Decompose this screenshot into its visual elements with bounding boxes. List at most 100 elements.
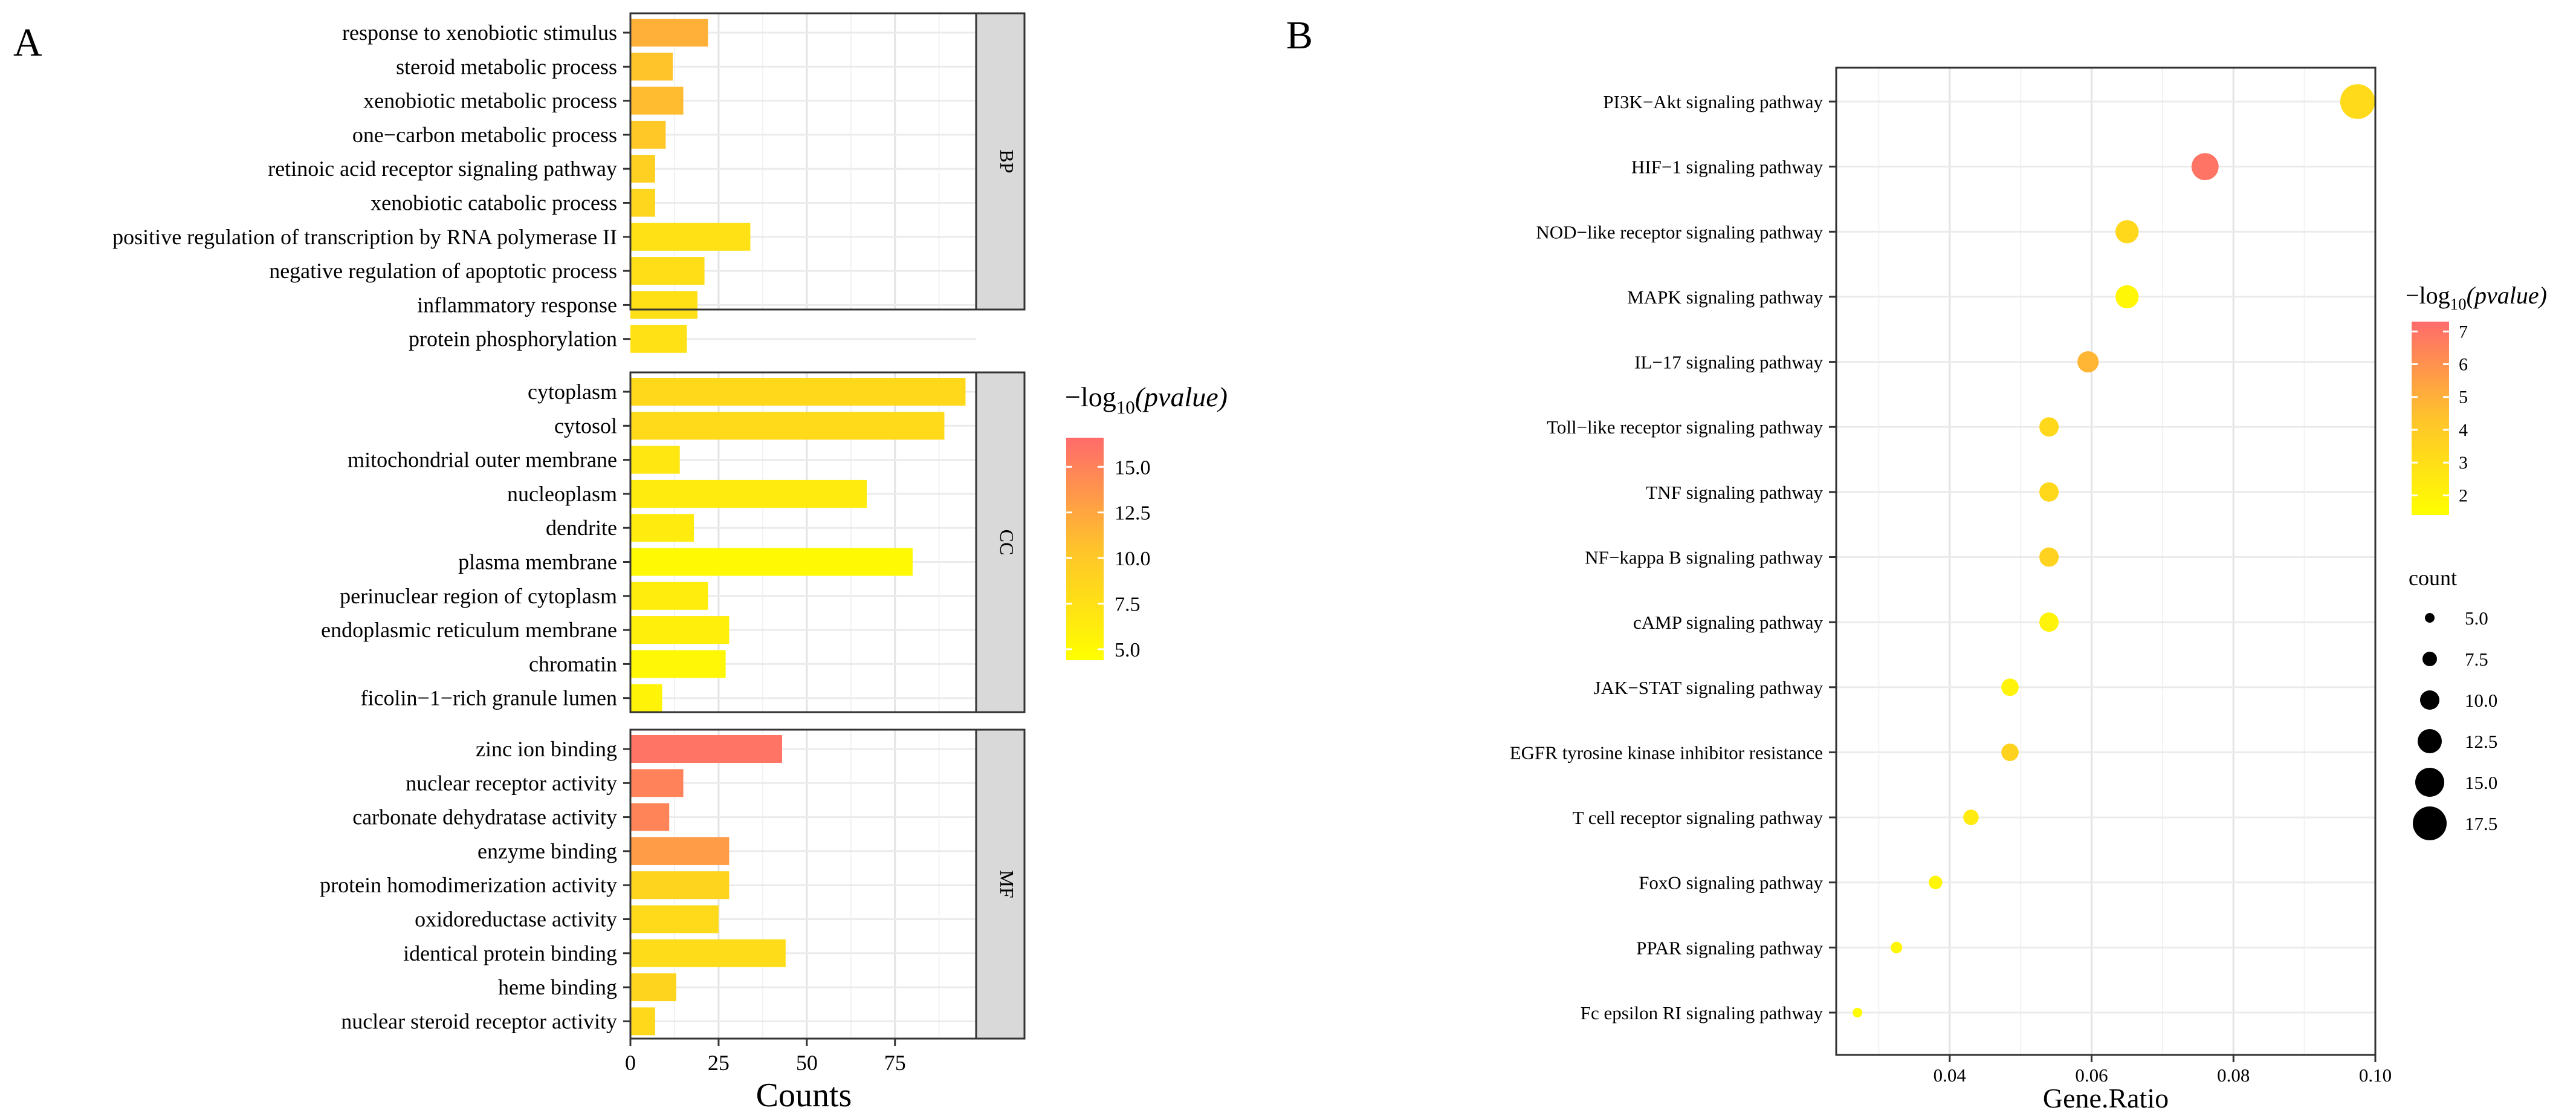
category-label: zinc ion binding [476,737,617,761]
facet-mf: zinc ion binding nuclear receptor activit… [320,728,1026,1040]
size-legend-dot [2425,613,2435,623]
x-tick-label: 0 [625,1051,636,1075]
bar [630,479,867,508]
data-point [2039,482,2059,502]
category-label: plasma membrane [458,550,617,574]
facet-strip-label: CC [996,530,1018,556]
bar [630,905,719,933]
color-legend-bar [1066,438,1104,660]
pathway-label: TNF signaling pathway [1646,482,1823,503]
data-point [1929,875,1943,889]
panel-b-label: B [1286,13,1313,57]
facet-strip [975,12,1026,311]
x-tick-label: 25 [708,1051,730,1075]
facet-strip-label: MF [996,870,1018,898]
data-point [2039,547,2059,567]
size-legend-title: count [2409,566,2457,590]
pathway-label: T cell receptor signaling pathway [1573,807,1824,828]
category-label: positive regulation of transcription by … [112,225,617,249]
plot-background [1836,68,2375,1055]
bar [630,291,697,319]
bar [630,86,684,115]
category-label: inflammatory response [417,293,617,317]
data-point [1963,809,1979,825]
color-legend-tick-label: 12.5 [1115,502,1151,525]
size-legend-dot [2420,690,2439,710]
color-legend-tick-label: 6 [2459,355,2468,375]
data-point [2115,285,2139,309]
category-label: nuclear steroid receptor activity [341,1009,617,1033]
category-label: steroid metabolic process [396,54,617,79]
data-point [2191,153,2219,181]
bar [630,616,730,644]
data-point [1853,1008,1863,1017]
pathway-label: Fc epsilon RI signaling pathway [1581,1002,1824,1023]
category-label: identical protein binding [403,941,617,965]
bar [630,973,676,1002]
pathway-label: MAPK signaling pathway [1627,287,1823,308]
bar [630,378,966,406]
pathway-label: NF−kappa B signaling pathway [1585,547,1823,568]
category-label: cytosol [554,414,617,438]
bar [630,19,708,47]
color-legend-tick-label: 3 [2459,453,2468,473]
pathway-label: PPAR signaling pathway [1636,937,1823,958]
category-label: chromatin [529,652,617,676]
color-legend-tick-label: 7.5 [1115,593,1141,615]
category-label: heme binding [498,975,617,999]
size-legend-dot [2418,729,2442,753]
category-label: oxidoreductase activity [415,907,617,932]
category-label: xenobiotic metabolic process [363,89,617,113]
facet-strip [975,371,1026,713]
bar [630,939,786,967]
size-legend-dot [2415,768,2444,797]
bar [630,1007,655,1036]
data-point [1891,941,1903,953]
pathway-label: EGFR tyrosine kinase inhibitor resistanc… [1510,742,1823,763]
color-legend-tick-label: 4 [2459,420,2468,440]
bar [630,582,708,610]
bar [630,548,913,576]
x-tick-label: 0.10 [2359,1065,2392,1086]
color-legend-tick-label: 2 [2459,485,2468,505]
data-point [2001,744,2019,761]
facet-strip [975,728,1026,1040]
panel-a-bar-chart: response to xenobiotic stimulus steroid m… [112,12,1228,1114]
color-legend-bar [2412,322,2449,515]
category-label: nucleoplasm [507,482,617,506]
bar [630,803,670,831]
size-legend-label: 7.5 [2465,649,2488,670]
pathway-label: NOD−like receptor signaling pathway [1536,221,1823,242]
category-label: enzyme binding [477,839,617,863]
facet-cc: cytoplasm cytosol mitochondrial outer memb… [321,371,1026,713]
x-tick-label: 0.04 [1934,1065,1967,1086]
category-label: response to xenobiotic stimulus [342,21,617,45]
bar [630,735,782,763]
color-legend-title-prefix: −log [2406,282,2450,309]
bar [630,53,673,81]
size-legend-label: 12.5 [2465,731,2497,752]
plot-border [1835,66,2377,1056]
bar [630,412,945,440]
color-legend-tick-label: 5.0 [1115,639,1141,661]
color-legend-title: −log10(pvalue) [2406,282,2547,313]
x-axis-title: Gene.Ratio [2043,1083,2169,1114]
category-label: nuclear receptor activity [406,771,617,795]
color-legend-tick-label: 7 [2459,322,2468,342]
color-legend-title-subscript: 10 [2450,295,2467,313]
bar [630,189,655,217]
pathway-label: HIF−1 signaling pathway [1631,157,1824,178]
bar [630,446,680,474]
bar [630,650,726,678]
bar [630,222,751,251]
color-legend-tick-label: 10.0 [1115,548,1151,570]
pathway-label: PI3K−Akt signaling pathway [1603,91,1823,112]
bar [630,257,705,285]
bar [630,325,687,353]
category-label: ficolin−1−rich granule lumen [361,686,617,710]
category-label: one−carbon metabolic process [352,123,617,147]
size-legend-label: 17.5 [2465,813,2497,834]
category-label: negative regulation of apoptotic process [269,259,617,283]
x-axis-title: Counts [756,1077,852,1114]
category-label: retinoic acid receptor signaling pathway [268,157,617,181]
